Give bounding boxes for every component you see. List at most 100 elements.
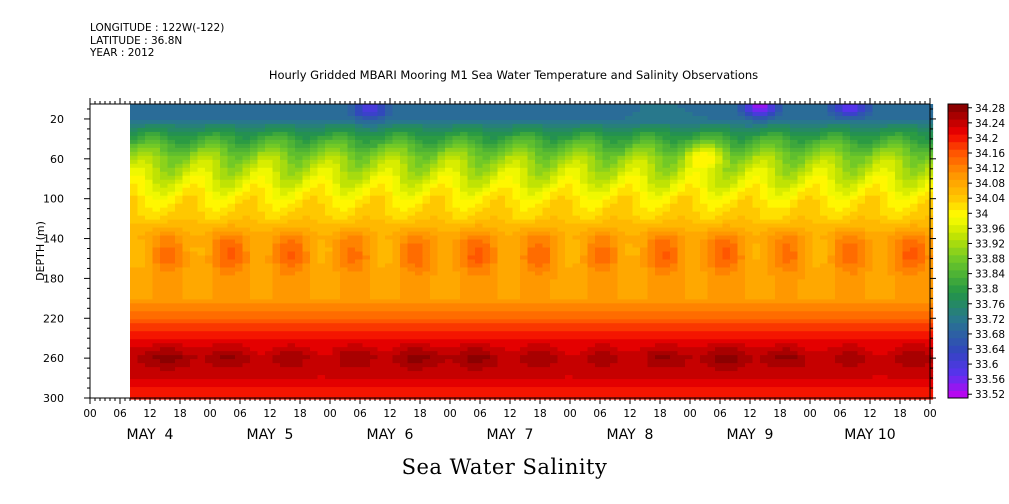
salinity-cell — [550, 203, 559, 209]
salinity-cell — [332, 347, 341, 352]
salinity-cell — [250, 331, 259, 336]
salinity-cell — [362, 303, 371, 308]
salinity-cell — [130, 243, 139, 249]
salinity-cell — [587, 203, 596, 209]
salinity-cell — [302, 203, 311, 209]
salinity-cell — [632, 143, 641, 149]
salinity-cell — [377, 111, 386, 117]
salinity-cell — [392, 303, 401, 308]
salinity-cell — [242, 395, 251, 400]
salinity-cell — [482, 343, 491, 348]
salinity-cell — [272, 263, 281, 269]
salinity-cell — [490, 255, 499, 261]
salinity-cell — [197, 191, 206, 197]
salinity-cell — [617, 171, 626, 177]
salinity-cell — [197, 375, 206, 380]
salinity-cell — [482, 151, 491, 157]
salinity-cell — [377, 283, 386, 288]
salinity-cell — [287, 343, 296, 348]
salinity-cell — [137, 119, 146, 125]
salinity-cell — [145, 359, 154, 364]
salinity-cell — [505, 127, 514, 133]
salinity-cell — [250, 299, 259, 304]
salinity-cell — [430, 231, 439, 237]
salinity-cell — [505, 331, 514, 336]
salinity-cell — [257, 375, 266, 380]
salinity-cell — [490, 319, 499, 324]
salinity-cell — [475, 323, 484, 328]
salinity-cell — [505, 303, 514, 308]
salinity-cell — [182, 135, 191, 141]
salinity-cell — [572, 323, 581, 328]
salinity-cell — [235, 239, 244, 245]
salinity-cell — [205, 355, 214, 360]
salinity-cell — [422, 195, 431, 201]
salinity-cell — [392, 239, 401, 245]
salinity-cell — [580, 359, 589, 364]
salinity-cell — [302, 395, 311, 400]
salinity-cell — [407, 107, 416, 113]
salinity-cell — [182, 363, 191, 368]
salinity-cell — [280, 359, 289, 364]
salinity-cell — [475, 311, 484, 316]
salinity-cell — [280, 335, 289, 340]
salinity-cell — [167, 135, 176, 141]
salinity-cell — [265, 203, 274, 209]
salinity-cell — [595, 151, 604, 157]
salinity-cell — [160, 171, 169, 177]
salinity-cell — [595, 379, 604, 384]
salinity-cell — [550, 363, 559, 368]
salinity-cell — [205, 191, 214, 197]
salinity-cell — [325, 215, 334, 221]
salinity-cell — [602, 271, 611, 277]
salinity-cell — [460, 339, 469, 344]
salinity-cell — [527, 167, 536, 173]
salinity-cell — [565, 291, 574, 296]
salinity-cell — [580, 179, 589, 185]
salinity-cell — [587, 159, 596, 165]
salinity-cell — [317, 335, 326, 340]
salinity-cell — [317, 195, 326, 201]
salinity-cell — [160, 104, 169, 109]
salinity-cell — [452, 135, 461, 141]
salinity-cell — [317, 167, 326, 173]
salinity-cell — [602, 267, 611, 273]
salinity-cell — [340, 395, 349, 400]
salinity-cell — [272, 139, 281, 145]
salinity-cell — [212, 143, 221, 149]
salinity-cell — [392, 311, 401, 316]
salinity-cell — [295, 391, 304, 396]
salinity-cell — [595, 235, 604, 241]
salinity-cell — [227, 203, 236, 209]
salinity-cell — [550, 327, 559, 332]
salinity-cell — [392, 104, 401, 109]
salinity-cell — [587, 207, 596, 213]
salinity-cell — [460, 127, 469, 133]
salinity-cell — [422, 379, 431, 384]
salinity-cell — [595, 287, 604, 292]
salinity-cell — [430, 163, 439, 169]
salinity-cell — [167, 275, 176, 281]
salinity-cell — [272, 311, 281, 316]
salinity-cell — [377, 295, 386, 300]
salinity-cell — [280, 311, 289, 316]
salinity-cell — [452, 159, 461, 165]
salinity-cell — [445, 275, 454, 281]
salinity-cell — [295, 167, 304, 173]
salinity-cell — [595, 195, 604, 201]
salinity-cell — [392, 211, 401, 217]
salinity-cell — [467, 323, 476, 328]
salinity-cell — [415, 315, 424, 320]
salinity-cell — [490, 203, 499, 209]
salinity-cell — [407, 391, 416, 396]
salinity-cell — [137, 315, 146, 320]
salinity-cell — [520, 251, 529, 257]
salinity-cell — [520, 171, 529, 177]
salinity-cell — [527, 107, 536, 113]
salinity-cell — [565, 303, 574, 308]
salinity-cell — [317, 199, 326, 205]
salinity-cell — [437, 347, 446, 352]
salinity-cell — [272, 259, 281, 265]
salinity-cell — [550, 115, 559, 121]
salinity-cell — [287, 339, 296, 344]
